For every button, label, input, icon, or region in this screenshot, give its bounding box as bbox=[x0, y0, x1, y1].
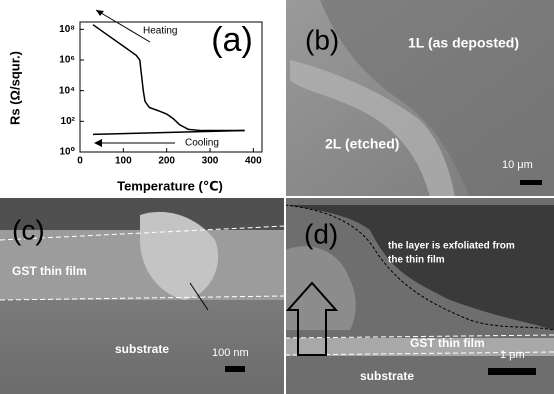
panel-label: (a) bbox=[211, 21, 253, 59]
annotation: the thin film bbox=[388, 255, 445, 266]
y-tick-label: 10⁴ bbox=[59, 85, 75, 96]
annotation: Cooling bbox=[185, 138, 219, 149]
annotation: the layer is exfoliated from bbox=[388, 241, 515, 252]
panel-label: (b) bbox=[305, 24, 339, 55]
scale-bar bbox=[488, 368, 536, 375]
scale-bar bbox=[520, 180, 542, 185]
figure: (a) Temperature (℃) Rs (Ω/squr.) 0 100 200… bbox=[0, 0, 554, 394]
x-tick-label: 100 bbox=[115, 156, 132, 167]
region-label: GST thin film bbox=[12, 264, 87, 278]
panel-label: (d) bbox=[304, 218, 338, 249]
region-label: 1L (as deposted) bbox=[408, 35, 519, 51]
scale-label: 1 μm bbox=[500, 349, 525, 361]
scale-bar bbox=[225, 366, 245, 372]
y-tick-label: 10⁰ bbox=[59, 147, 75, 158]
x-tick-label: 0 bbox=[77, 156, 83, 167]
panel-label: (c) bbox=[12, 214, 45, 245]
region-label: 2L (etched) bbox=[325, 136, 399, 152]
annotation: Heating bbox=[143, 26, 177, 37]
y-tick-label: 10⁶ bbox=[59, 55, 75, 66]
x-tick-label: 300 bbox=[202, 156, 219, 167]
x-tick-label: 200 bbox=[158, 156, 175, 167]
region-label: GST thin film bbox=[410, 336, 485, 350]
region-label: substrate bbox=[360, 369, 414, 383]
x-tick-label: 400 bbox=[245, 156, 262, 167]
y-tick-label: 10⁸ bbox=[59, 24, 75, 35]
y-axis-label: Rs (Ω/squr.) bbox=[7, 51, 22, 125]
y-tick-label: 10² bbox=[61, 116, 76, 127]
x-axis-label: Temperature (℃) bbox=[117, 178, 223, 193]
scale-label: 100 nm bbox=[212, 347, 249, 359]
panel-d: (d) the layer is exfoliated from the thi… bbox=[285, 197, 554, 394]
scale-label: 10 μm bbox=[502, 159, 533, 171]
panel-c: (c) GST thin film substrate 100 nm bbox=[0, 197, 285, 394]
panel-b: (b) 1L (as deposted) 2L (etched) 10 μm bbox=[285, 0, 554, 197]
region-label: substrate bbox=[115, 342, 169, 356]
